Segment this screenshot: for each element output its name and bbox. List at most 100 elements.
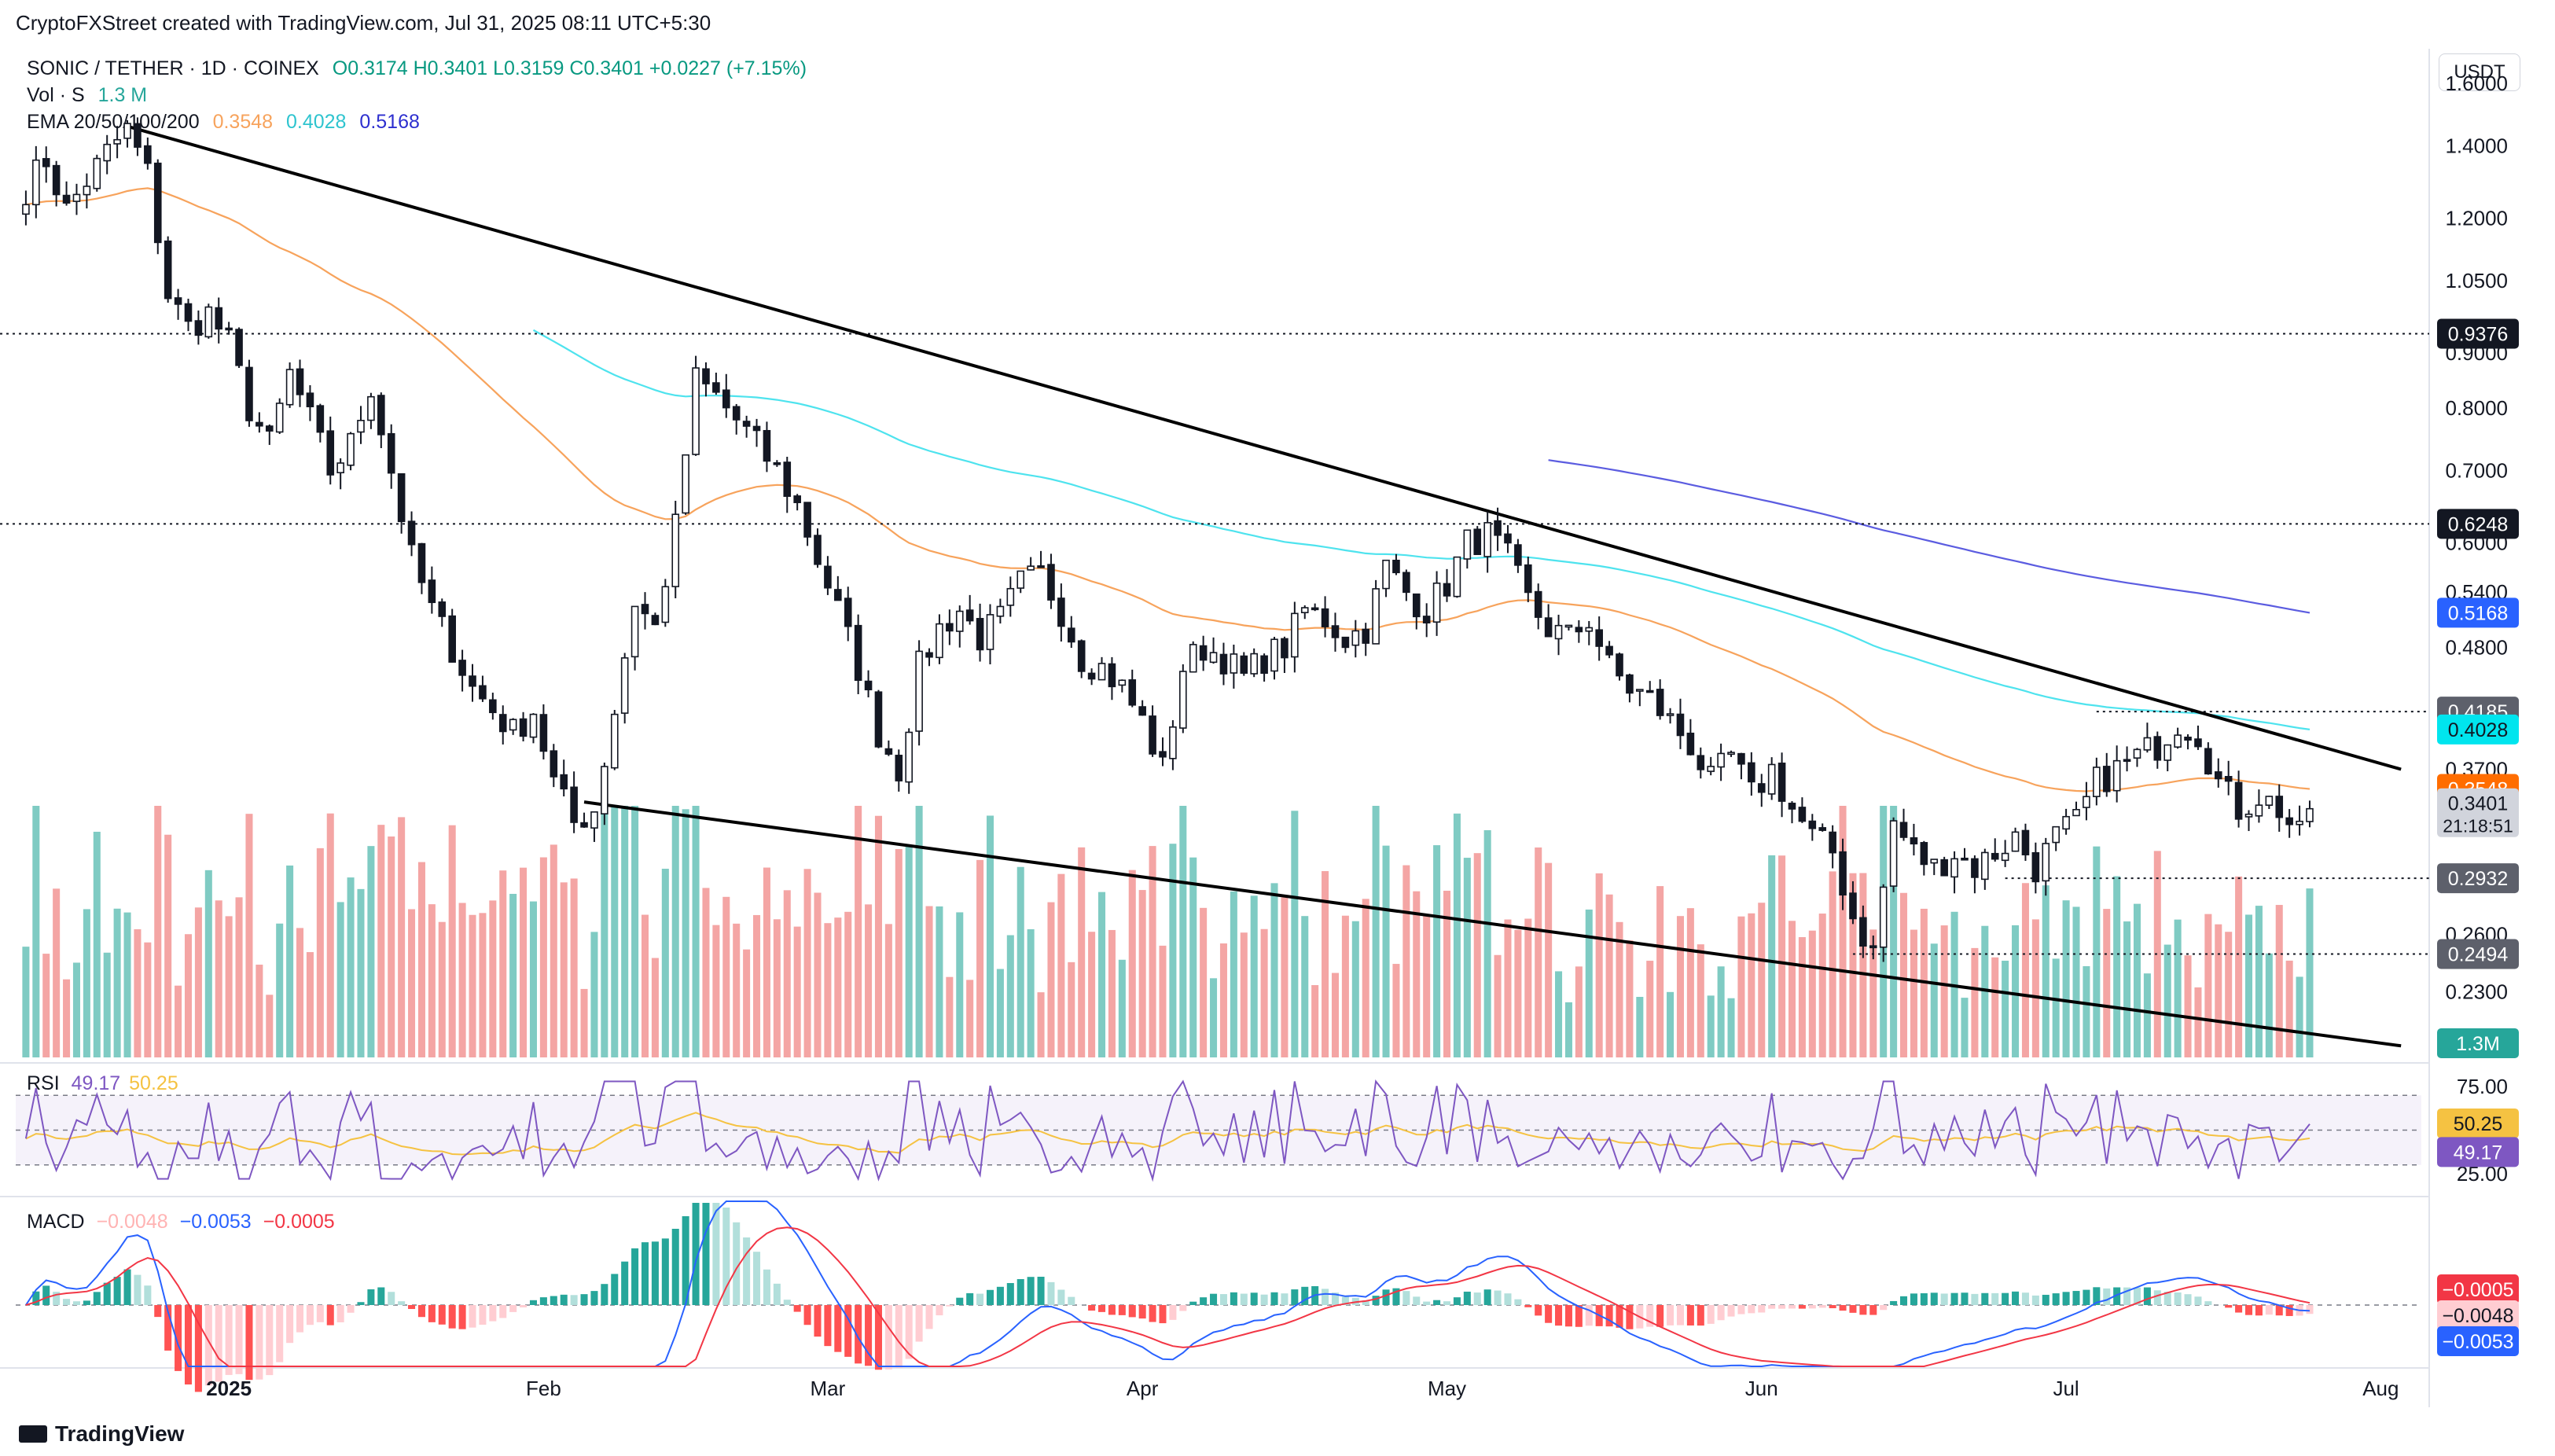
volume-bar xyxy=(154,806,162,1057)
volume-bar xyxy=(601,806,608,1057)
macd-histogram-bar xyxy=(1291,1289,1299,1305)
macd-histogram-bar xyxy=(2153,1290,2161,1305)
macd-histogram-bar xyxy=(996,1286,1004,1305)
candle-body xyxy=(469,675,476,687)
volume-bar xyxy=(245,814,253,1057)
candle-body xyxy=(1362,628,1370,644)
support-trendline xyxy=(583,800,2402,1048)
candle-body xyxy=(1443,583,1451,597)
macd-histogram-bar xyxy=(1818,1305,1826,1308)
volume-bar xyxy=(925,906,933,1057)
candle-body xyxy=(22,204,30,215)
legend-symbol-row[interactable]: SONIC / TETHER · 1D · COINEX O0.3174 H0.… xyxy=(27,55,807,82)
time-axis-label: Apr xyxy=(1127,1377,1159,1400)
legend-volume-label[interactable]: Vol · S xyxy=(27,84,85,106)
candle-body xyxy=(1564,624,1573,628)
candle-body xyxy=(204,306,213,338)
macd-histogram-bar xyxy=(2306,1305,2314,1314)
volume-bar xyxy=(1981,925,1989,1057)
tradingview-logo[interactable]: TradingView xyxy=(19,1421,184,1447)
macd-histogram-bar xyxy=(976,1293,984,1305)
last-price-badge-bg xyxy=(2437,788,2519,837)
candle-body xyxy=(641,604,649,615)
volume-bar xyxy=(671,806,679,1057)
macd-histogram-bar xyxy=(286,1305,294,1344)
candle-body xyxy=(1839,851,1847,896)
macd-line-badge: −0.0053 xyxy=(2442,1331,2513,1353)
header-attribution: CryptoFXStreet created with TradingView.… xyxy=(16,11,711,35)
volume-bar xyxy=(1808,930,1816,1057)
candle-body xyxy=(256,421,263,427)
price-badge-bg xyxy=(2437,509,2519,539)
rsi-label[interactable]: RSI xyxy=(27,1072,60,1094)
volume-bar xyxy=(1240,932,1248,1057)
macd-histogram-bar xyxy=(154,1305,162,1318)
rsi-ma-value: 50.25 xyxy=(129,1072,178,1094)
candles xyxy=(22,117,2314,962)
legend-ema-label[interactable]: EMA 20/50/100/200 xyxy=(27,111,200,133)
volume-bar xyxy=(1494,954,1502,1057)
volume-bar xyxy=(63,979,71,1057)
macd-histogram-bar xyxy=(448,1305,456,1329)
volume-bar xyxy=(1748,913,1755,1057)
volume-bar xyxy=(590,932,598,1057)
candle-body xyxy=(1169,726,1177,759)
legend-symbol[interactable]: SONIC / TETHER · 1D · COINEX xyxy=(27,57,319,79)
candle-body xyxy=(1260,655,1268,675)
volume-bar xyxy=(2215,924,2222,1057)
candle-body xyxy=(1585,627,1594,632)
macd-histogram-bar xyxy=(53,1292,61,1305)
macd-histogram-bar xyxy=(1240,1293,1248,1305)
macd-histogram-bar xyxy=(844,1305,852,1357)
candle-body xyxy=(2194,738,2202,748)
macd-label[interactable]: MACD xyxy=(27,1211,85,1233)
macd-histogram-bar xyxy=(1686,1305,1694,1325)
macd-histogram-bar xyxy=(1250,1292,1258,1305)
volume-bar xyxy=(834,917,842,1057)
volume-bar xyxy=(1727,998,1735,1057)
volume-bar xyxy=(2204,914,2212,1057)
volume-bar xyxy=(753,914,761,1057)
candle-body xyxy=(1879,886,1888,948)
volume-bar xyxy=(1037,992,1045,1057)
candle-body xyxy=(1940,859,1948,877)
macd-histogram-bar xyxy=(184,1305,193,1385)
macd-histogram-bar xyxy=(408,1305,416,1309)
volume-bar xyxy=(1260,928,1268,1057)
candle-body xyxy=(1351,630,1360,646)
candle-body xyxy=(2133,748,2141,759)
macd-legend[interactable]: MACD −0.0048 −0.0053 −0.0005 xyxy=(27,1211,335,1234)
candle-body xyxy=(2234,781,2243,820)
legend-ema100-value: 0.4028 xyxy=(286,111,347,133)
macd-histogram-bar xyxy=(946,1305,954,1307)
macd-histogram-bar xyxy=(1768,1305,1776,1309)
volume-bar xyxy=(1585,909,1593,1057)
legend-ema-row[interactable]: EMA 20/50/100/200 0.3548 0.4028 0.5168 xyxy=(27,108,807,135)
legend-volume-row[interactable]: Vol · S 1.3 M xyxy=(27,82,807,108)
candle-body xyxy=(377,395,385,436)
candle-body xyxy=(580,822,588,828)
candle-body xyxy=(2031,851,2040,883)
legend-ohlc: O0.3174 H0.3401 L0.3159 C0.3401 +0.0227 … xyxy=(332,57,807,79)
volume-bar xyxy=(1230,891,1237,1057)
macd-histogram-bar xyxy=(1463,1291,1471,1305)
volume-bar xyxy=(2052,958,2060,1057)
macd-histogram-bar xyxy=(1758,1305,1766,1313)
macd-histogram-bar xyxy=(2133,1287,2141,1305)
candle-body xyxy=(1057,597,1065,627)
macd-histogram-bar xyxy=(215,1305,222,1382)
currency-selector[interactable]: USDT xyxy=(2439,53,2520,91)
candle-body xyxy=(1991,852,1999,860)
candle-body xyxy=(834,589,842,601)
candle-body xyxy=(1504,533,1512,544)
volume-bar xyxy=(570,878,578,1057)
volume-bar xyxy=(479,913,487,1057)
candle-body xyxy=(2255,804,2263,817)
macd-histogram-bar xyxy=(793,1305,801,1312)
rsi-legend[interactable]: RSI 49.17 50.25 xyxy=(27,1072,178,1095)
candle-body xyxy=(763,429,771,462)
macd-histogram-bar xyxy=(1016,1278,1024,1305)
volume-bar xyxy=(1118,959,1126,1057)
macd-histogram-bar xyxy=(2285,1305,2293,1316)
